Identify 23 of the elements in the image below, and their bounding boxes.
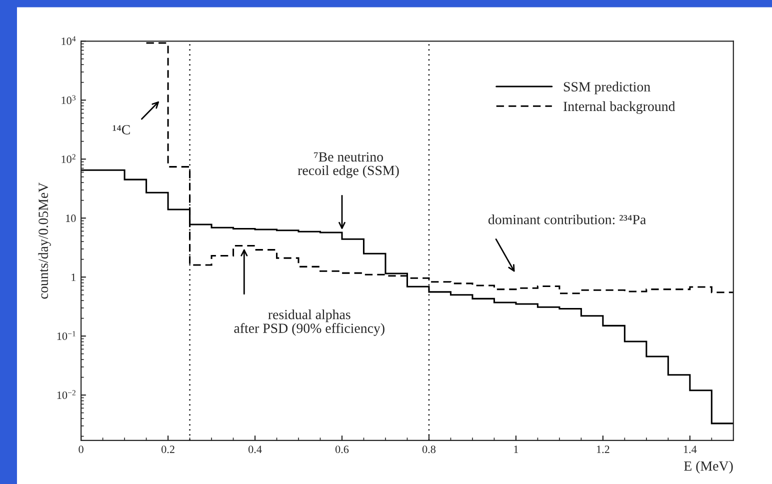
- x-tick-label: 0.2: [162, 446, 174, 454]
- legend-label: Internal background: [564, 101, 676, 114]
- x-axis-title: E (MeV): [684, 460, 733, 474]
- y-tick-label: 10$^{4}$: [62, 36, 76, 46]
- y-tick-label: 1: [72, 274, 76, 281]
- annotation: ¹⁴C: [112, 125, 130, 134]
- x-tick-label: 0: [78, 446, 84, 454]
- x-tick-label: 0.6: [335, 446, 349, 454]
- y-tick-label: 10$^{−2}$: [57, 390, 76, 399]
- x-tick-label: 0.8: [422, 446, 436, 454]
- annotation: residual alphas after PSD (90% efficiency): [234, 309, 384, 336]
- annotation: ⁷Be neutrino recoil edge (SSM): [298, 152, 399, 178]
- y-tick-label: 10$^{2}$: [62, 154, 76, 164]
- y-tick-label: 10: [66, 214, 76, 222]
- x-tick-label: 0.4: [248, 446, 262, 454]
- annotation: dominant contribution: ²³⁴Pa: [488, 214, 646, 224]
- legend-label: SSM prediction: [564, 82, 650, 94]
- x-tick-label: 1.2: [596, 446, 610, 454]
- x-tick-label: 1.4: [684, 446, 697, 454]
- y-axis-title: counts/day/0.05MeV: [38, 182, 51, 299]
- x-tick-label: 1: [514, 446, 518, 454]
- y-tick-label: 10$^{−1}$: [57, 331, 76, 340]
- y-tick-label: 10$^{3}$: [62, 95, 76, 104]
